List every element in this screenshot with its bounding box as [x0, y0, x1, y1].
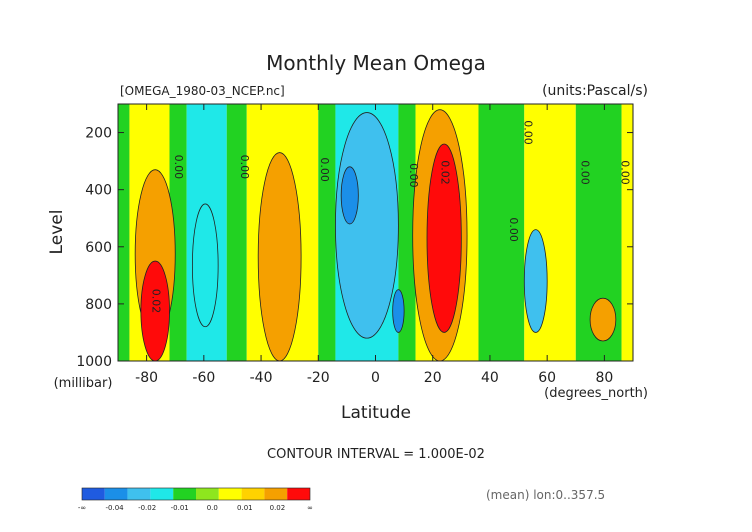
colorbar-label: 0.0: [207, 504, 218, 512]
x-tick-label: 80: [595, 370, 613, 386]
x-axis-title: Latitude: [341, 403, 411, 423]
y-tick-label: 600: [85, 240, 112, 256]
contour-label-1: 0.00: [238, 155, 251, 180]
x-tick-label: -40: [250, 370, 273, 386]
contour-label-2: 0.00: [318, 157, 331, 182]
colorbar-frame: [81, 487, 311, 501]
colorbar-swatch: [104, 488, 128, 500]
contour-region-6: [392, 289, 405, 333]
y-axis-ticks: 200 400 600 800 1000: [76, 126, 633, 370]
colorbar-labels: -∞ -0.04 -0.02 -0.01 0.0 0.01 0.02 ∞: [78, 504, 313, 512]
y-tick-label: 400: [85, 183, 112, 199]
colorbar-label: -0.02: [138, 504, 156, 512]
colorbar-swatch: [150, 488, 174, 500]
contour-label-9: 0.02: [149, 289, 162, 314]
contour-region-3: [257, 152, 302, 361]
colorbar-label: 0.02: [270, 504, 286, 512]
x-tick-label: -20: [307, 370, 330, 386]
colorbar-label: -∞: [78, 504, 86, 512]
contour-region-4: [335, 112, 399, 339]
contour-region-10: [589, 297, 617, 342]
mean-label: (mean) lon:0..357.5: [486, 488, 605, 502]
colorbar-swatch: [127, 488, 151, 500]
colorbar-swatch: [218, 488, 242, 500]
colorbar-label: 0.01: [237, 504, 253, 512]
y-tick-label: 1000: [76, 354, 112, 370]
colorbar-swatch: [196, 488, 219, 500]
contour-band-2: [169, 104, 187, 361]
x-tick-label: 20: [424, 370, 442, 386]
file-label: [OMEGA_1980-03_NCEP.nc]: [120, 84, 285, 98]
y-axis-unit: (millibar): [54, 376, 113, 391]
x-tick-label: -80: [135, 370, 158, 386]
contour-label-6: 0.00: [521, 120, 534, 145]
units-label: (units:Pascal/s): [542, 83, 648, 99]
contour-band-0: [118, 104, 130, 361]
contour-band-11: [478, 104, 525, 361]
contour-interval-text: CONTOUR INTERVAL = 1.000E-02: [267, 447, 485, 462]
x-axis-ticks: -80 -60 -40 -20 0 20 40 60 80: [135, 104, 613, 386]
x-tick-label: 40: [481, 370, 499, 386]
plot-area: 0.00 0.00 0.00 0.00 0.02 0.00 0.00 0.00 0.00 0.02: [118, 104, 633, 361]
x-tick-label: 60: [538, 370, 556, 386]
y-tick-label: 200: [85, 126, 112, 142]
x-axis-unit: (degrees_north): [544, 386, 648, 401]
chart-title: Monthly Mean Omega: [266, 51, 486, 75]
contour-region-9: [523, 229, 548, 333]
colorbar-swatch: [241, 488, 265, 500]
contour-label-5: 0.00: [507, 217, 520, 242]
contour-region-2: [191, 203, 219, 328]
contour-band-4: [226, 104, 247, 361]
y-axis-title: Level: [47, 210, 67, 255]
colorbar-swatch: [82, 488, 105, 500]
x-tick-label: 0: [371, 370, 380, 386]
contour-band-14: [621, 104, 633, 361]
contour-band-6: [318, 104, 336, 361]
y-tick-label: 800: [85, 297, 112, 313]
colorbar-label: -0.04: [106, 504, 125, 512]
colorbar-swatch: [173, 488, 196, 500]
contour-label-3: 0.00: [407, 163, 420, 188]
colorbar-label: ∞: [307, 504, 313, 512]
contour-region-5: [340, 166, 359, 225]
contour-region-8: [426, 143, 462, 333]
colorbar: [81, 487, 311, 501]
contour-label-7: 0.00: [579, 160, 592, 185]
contour-label-8: 0.00: [619, 160, 632, 185]
contour-label-0: 0.00: [172, 155, 185, 180]
x-tick-label: -60: [192, 370, 215, 386]
colorbar-swatch: [287, 488, 310, 500]
contour-label-4: 0.02: [438, 160, 451, 185]
colorbar-label: -0.01: [171, 504, 189, 512]
colorbar-swatch: [264, 488, 288, 500]
